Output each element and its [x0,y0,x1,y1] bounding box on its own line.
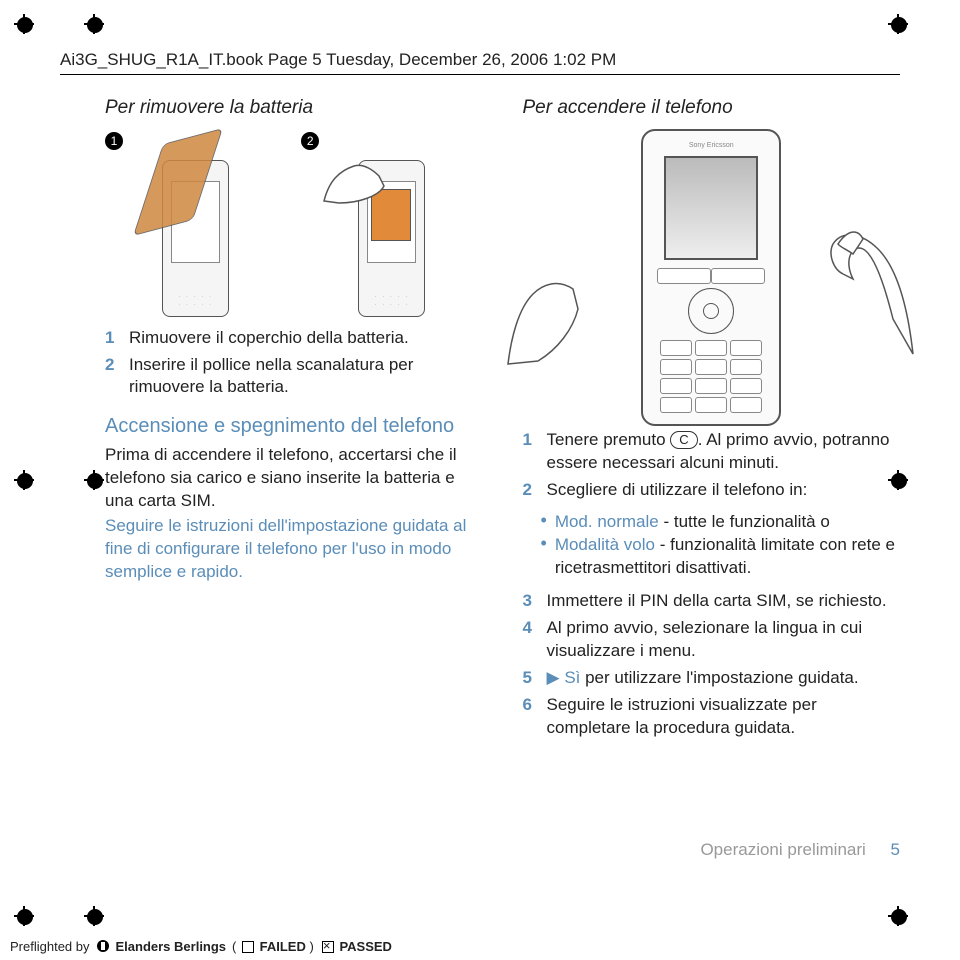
phone-back-2: · · · · ·· · · · · [358,160,425,317]
section-body-2: Seguire le istruzioni dell'impostazione … [105,515,483,584]
logo-icon [96,938,110,954]
preflight-brand: Elanders Berlings [116,939,227,954]
footer-section: Operazioni preliminari 5 [700,840,900,860]
left-step-1: Rimuovere il coperchio della batteria. [129,327,409,350]
left-steps: 1Rimuovere il coperchio della batteria. … [105,327,483,400]
regmark [888,14,908,34]
right-step-5: ▶ Sì per utilizzare l'impostazione guida… [547,667,859,690]
header-text: Ai3G_SHUG_R1A_IT.book Page 5 Tuesday, De… [60,50,616,69]
right-step-1: Tenere premuto C. Al primo avvio, potran… [547,429,901,475]
page-header: Ai3G_SHUG_R1A_IT.book Page 5 Tuesday, De… [60,50,900,75]
hand-left-icon [503,249,613,369]
phone-front: Sony Ericsson [641,129,781,426]
regmark [84,470,104,490]
right-title: Per accendere il telefono [523,95,901,121]
right-step-4: Al primo avvio, selezionare la lingua in… [547,617,901,663]
bullet1-link: Mod. normale [555,512,659,531]
right-steps-cont: 3Immettere il PIN della carta SIM, se ri… [523,590,901,740]
section-body-1: Prima di accendere il telefono, accertar… [105,444,483,513]
phone-brand: Sony Ericsson [651,141,771,150]
phone-back-1: · · · · ·· · · · · [162,160,229,317]
right-step-2: Scegliere di utilizzare il telefono in: [547,479,808,502]
step-badge-2: 2 [301,132,319,150]
step-badge-1: 1 [105,132,123,150]
phone-screen [664,156,758,260]
hand-right-icon [798,199,918,359]
regmark [888,906,908,926]
hand-icon [319,141,399,211]
left-title: Per rimuovere la batteria [105,95,483,121]
section-heading: Accensione e spegnimento del telefono [105,413,483,440]
regmark [84,14,104,34]
keycap-c: C [670,431,697,449]
dpad-icon [688,288,734,334]
left-column: Per rimuovere la batteria 1 · · · · ·· ·… [105,95,483,750]
preflight-bar: Preflighted by Elanders Berlings ( FAILE… [10,938,392,954]
bullet2-link: Modalità volo [555,535,655,554]
regmark [84,906,104,926]
regmark [14,470,34,490]
regmark [14,14,34,34]
right-steps: 1 Tenere premuto C. Al primo avvio, potr… [523,429,901,502]
page-number: 5 [891,840,900,859]
battery-illustrations: 1 · · · · ·· · · · · 2 [105,129,483,317]
left-step-2: Inserire il pollice nella scanalatura pe… [129,354,483,400]
right-step-3: Immettere il PIN della carta SIM, se ric… [547,590,887,613]
regmark [14,906,34,926]
keypad [660,340,762,413]
mode-bullets: •Mod. normale - tutte le funzionalità o … [541,511,901,580]
right-step-6: Seguire le istruzioni visualizzate per c… [547,694,901,740]
right-column: Per accendere il telefono Sony Ericsson [523,95,901,750]
